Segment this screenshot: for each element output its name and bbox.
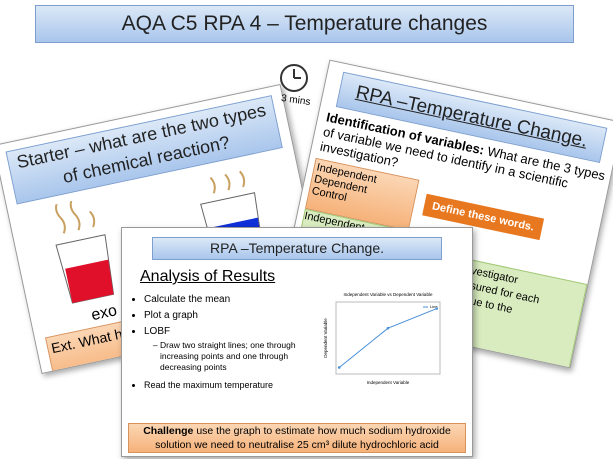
graph-title: Independent Variable vs Dependent Variab… [344,292,433,297]
y-label: Dependent Variable [323,318,328,358]
clock-icon [280,64,308,92]
analysis-heading: Analysis of Results [140,268,276,285]
bullet: Plot a graph [144,308,321,324]
graph: Independent Variable vs Dependent Variab… [323,292,441,385]
data-point [337,366,341,369]
x-label: Independent Variable [367,380,410,385]
sub-bullet: Draw two straight lines; one through inc… [160,340,321,373]
data-point [386,326,390,330]
bullet: Calculate the mean [144,292,321,308]
challenge-text: use the graph to estimate how much sodiu… [155,425,451,451]
bullet: Read the maximum temperature [144,377,321,393]
legend: Line [430,304,438,309]
analysis-slide: RPA –Temperature Change. Analysis of Res… [121,227,473,457]
plot-area [335,301,441,375]
analysis-title: RPA –Temperature Change. [152,237,442,260]
challenge: Challenge use the graph to estimate how … [128,423,466,453]
header-title: AQA C5 RPA 4 – Temperature changes [35,5,574,43]
data-point [435,307,439,310]
challenge-bold: Challenge [143,425,194,437]
bullet: LOBF [144,324,321,340]
bullets: Calculate the meanPlot a graphLOBF Draw … [126,292,321,393]
